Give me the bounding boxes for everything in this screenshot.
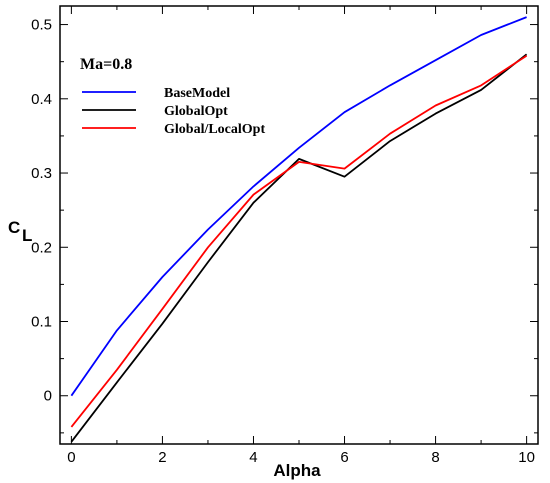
legend-label: BaseModel: [164, 86, 230, 101]
y-tick-label: 0.2: [31, 239, 52, 256]
x-tick-label: 2: [158, 449, 166, 466]
y-tick-label: 0: [44, 388, 52, 405]
y-tick-label: 0.5: [31, 17, 52, 34]
y-axis-title: C: [8, 218, 20, 237]
series-line-global-localopt: [70, 54, 528, 428]
series-line-basemodel: [70, 16, 527, 397]
y-tick-label: 0.1: [31, 314, 52, 331]
x-tick-label: 0: [67, 449, 75, 466]
series-layer: [70, 16, 528, 443]
legend-label: GlobalOpt: [164, 104, 228, 119]
y-axis-title-subscript: L: [22, 226, 32, 245]
x-tick-label: 4: [249, 449, 257, 466]
legend: BaseModel GlobalOpt Global/LocalOpt: [82, 86, 265, 137]
x-tick-label: 8: [431, 449, 439, 466]
legend-label: Global/LocalOpt: [164, 122, 265, 137]
x-tick-label: 10: [518, 449, 535, 466]
x-axis-title: Alpha: [273, 461, 321, 480]
x-tick-label: 6: [340, 449, 348, 466]
y-tick-label: 0.3: [31, 165, 52, 182]
axis-ticks: 0 2 4 6 8 10 0 0.1 0.2 0.3 0.4 0.5: [31, 6, 538, 466]
series-line-globalopt: [70, 53, 528, 443]
annotation-mach: Ma=0.8: [80, 56, 132, 73]
y-tick-label: 0.4: [31, 91, 52, 108]
